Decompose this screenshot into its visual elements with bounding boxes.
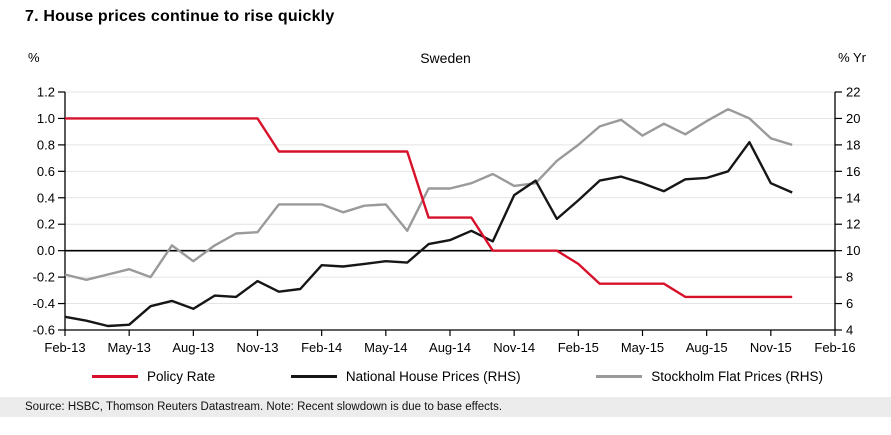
right-axis-tick-label: 14 — [846, 190, 860, 205]
legend-item-policy-rate: Policy Rate — [92, 369, 215, 384]
legend-label: Policy Rate — [147, 369, 216, 384]
left-axis-tick-label: -0.6 — [33, 323, 55, 338]
left-axis-tick-label: -0.4 — [33, 296, 55, 311]
right-axis-tick-label: 4 — [846, 323, 853, 338]
chart-subtitle: Sweden — [420, 50, 471, 66]
left-axis-tick-label: 0.6 — [37, 164, 55, 179]
right-axis-unit-label: % Yr — [838, 50, 866, 65]
x-axis-tick-label: Nov-13 — [237, 340, 279, 355]
left-axis-tick-label: 0.8 — [37, 137, 55, 152]
right-axis-tick-label: 6 — [846, 296, 853, 311]
left-axis-tick-label: -0.2 — [33, 270, 55, 285]
source-note: Source: HSBC, Thomson Reuters Datastream… — [0, 397, 891, 417]
series-line-policy-rate — [65, 117, 793, 299]
x-axis-tick-label: Aug-13 — [172, 340, 214, 355]
figure-title: 7. House prices continue to rise quickly — [25, 8, 335, 25]
left-axis-tick-label: 1.2 — [37, 85, 55, 100]
x-axis-tick-label: Aug-14 — [429, 340, 471, 355]
x-axis-tick-label: May-15 — [621, 340, 664, 355]
x-axis-tick-label: Feb-13 — [44, 340, 85, 355]
series-line-national-house-prices-rhs — [64, 140, 793, 328]
x-axis-tick-label: Feb-16 — [814, 340, 855, 355]
legend-line-sample — [596, 375, 643, 378]
right-axis-tick-label: 16 — [846, 164, 860, 179]
right-axis-tick-label: 18 — [846, 137, 860, 152]
x-axis-tick-label: Feb-14 — [301, 340, 342, 355]
right-axis-tick-label: 10 — [846, 243, 860, 258]
legend-line-sample — [92, 375, 138, 378]
x-axis-tick-label: May-14 — [364, 340, 407, 355]
x-axis-tick-label: Aug-15 — [686, 340, 728, 355]
x-axis-tick-label: Nov-14 — [493, 340, 535, 355]
legend-label: Stockholm Flat Prices (RHS) — [651, 369, 823, 384]
legend-line-sample — [290, 375, 337, 378]
left-axis-tick-label: 1.0 — [37, 111, 55, 126]
left-axis-unit-label: % — [28, 50, 40, 65]
x-axis-tick-label: May-13 — [107, 340, 150, 355]
right-axis-tick-label: 20 — [846, 111, 860, 126]
line-chart-canvas: 1.2 1.0 0.8 0.6 0.4 0.2 0.0 -0.2 -0.4 -0.6 22 20 18 1… — [33, 85, 861, 356]
right-axis-tick-label: 12 — [846, 217, 860, 232]
x-axis-tick-label: Feb-15 — [558, 340, 599, 355]
left-axis-tick-label: 0.2 — [37, 217, 55, 232]
series-line-stockholm-flat-prices-rhs — [64, 107, 793, 281]
left-axis-tick-label: 0.0 — [37, 243, 55, 258]
legend-item-stockholm-flat-prices-rhs: Stockholm Flat Prices (RHS) — [596, 369, 823, 384]
x-axis-tick-label: Nov-15 — [750, 340, 792, 355]
right-axis-tick-label: 8 — [846, 270, 853, 285]
chart-legend: Policy Rate National House Prices (RHS) St… — [92, 369, 823, 384]
left-axis-tick-label: 0.4 — [37, 190, 55, 205]
right-axis-tick-label: 22 — [846, 85, 860, 100]
legend-item-national-house-prices-rhs: National House Prices (RHS) — [290, 369, 521, 384]
legend-label: National House Prices (RHS) — [345, 369, 521, 384]
